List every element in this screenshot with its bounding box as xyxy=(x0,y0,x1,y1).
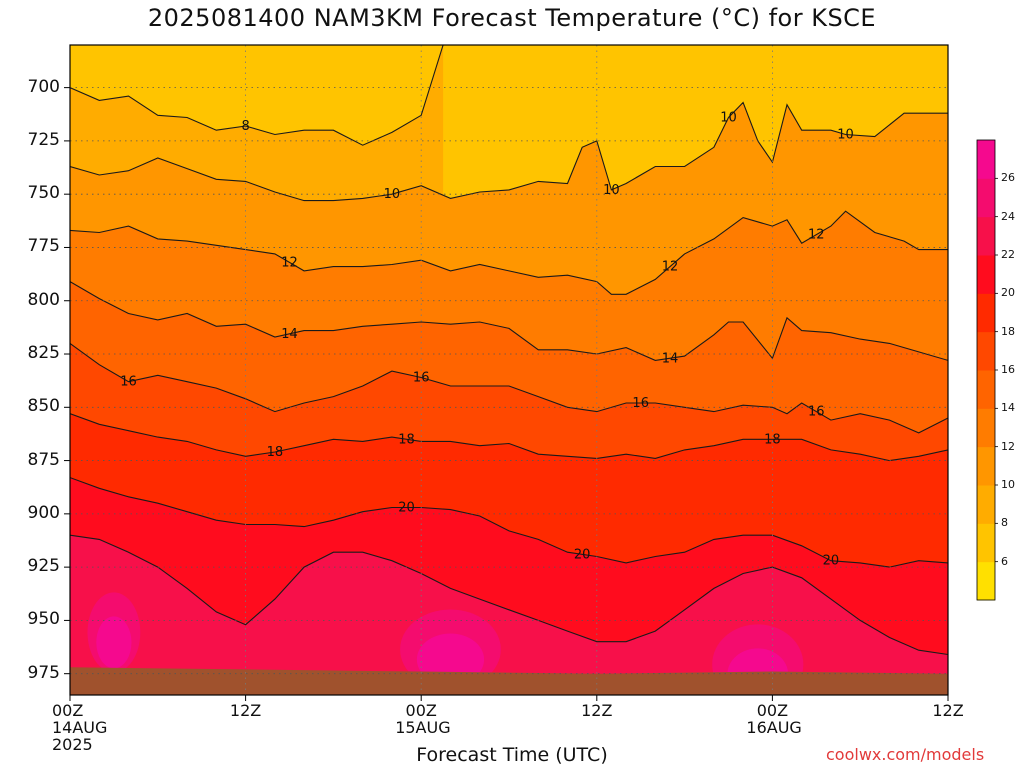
credit-link[interactable]: coolwx.com/models xyxy=(826,745,985,764)
y-tick-label: 700 xyxy=(27,76,60,97)
plot-frame xyxy=(69,44,949,696)
colorbar-segment xyxy=(977,446,995,486)
x-tick-label: 12Z xyxy=(229,701,262,720)
colorbar-segment xyxy=(977,370,995,409)
isotherm-label-10: 10 xyxy=(720,110,737,125)
isotherm-label-20: 20 xyxy=(574,547,591,562)
isotherm-18 xyxy=(70,413,948,462)
colorbar-segment xyxy=(977,331,995,371)
colorbar-label: 10 xyxy=(1001,478,1015,491)
isotherm-label-10: 10 xyxy=(384,187,401,202)
isotherm-label-16: 16 xyxy=(808,405,825,420)
x-tick-label: 00Z 15AUG xyxy=(395,701,451,737)
isotherm-label-16: 16 xyxy=(120,375,137,390)
isotherm-14 xyxy=(70,281,948,361)
colorbar-segment xyxy=(977,140,995,179)
colorbar-label: 20 xyxy=(1001,286,1015,300)
isotherm-label-8: 8 xyxy=(241,119,249,134)
ground-surface xyxy=(70,667,948,695)
colorbar-label: 26 xyxy=(1001,171,1015,185)
y-tick-label: 825 xyxy=(27,343,60,364)
isotherm-20 xyxy=(70,477,948,568)
y-tick-label: 850 xyxy=(27,396,60,417)
colorbar-segment xyxy=(977,255,995,294)
isotherm-label-12: 12 xyxy=(281,255,298,270)
y-tick-label: 775 xyxy=(27,236,60,257)
hot-core-1 xyxy=(96,616,132,669)
isotherm-label-12: 12 xyxy=(808,228,825,243)
colorbar-label: 12 xyxy=(1001,439,1015,453)
colorbar-label: 14 xyxy=(1001,401,1015,415)
x-tick-label: 00Z 14AUG 2025 xyxy=(52,701,108,754)
y-tick-label: 925 xyxy=(27,556,60,577)
isotherm-10 xyxy=(70,101,948,202)
isotherm-label-10: 10 xyxy=(837,128,854,143)
y-tick-label: 725 xyxy=(27,129,60,150)
y-tick-label: 975 xyxy=(27,662,60,683)
y-tick-label: 750 xyxy=(27,183,60,204)
isotherm-label-20: 20 xyxy=(823,554,840,569)
x-tick-label: 12Z xyxy=(932,701,964,720)
colorbar-label: 22 xyxy=(1001,248,1015,261)
colorbar-segment xyxy=(977,523,995,563)
isotherm-8 xyxy=(70,45,444,146)
isotherm-label-18: 18 xyxy=(764,432,781,447)
y-tick-label: 875 xyxy=(27,449,60,470)
isotherm-label-14: 14 xyxy=(281,327,298,342)
isotherm-label-10: 10 xyxy=(603,183,620,198)
isotherm-22 xyxy=(70,534,948,656)
colorbar-segment xyxy=(977,216,995,256)
colorbar-segment xyxy=(977,408,995,448)
x-tick-label: 12Z xyxy=(581,701,613,720)
isotherm-label-14: 14 xyxy=(662,351,679,366)
y-tick-label: 950 xyxy=(27,609,60,630)
y-tick-label: 900 xyxy=(27,502,60,523)
isotherm-label-18: 18 xyxy=(398,432,415,447)
colorbar-label: 6 xyxy=(1001,554,1008,568)
colorbar-segment xyxy=(977,293,995,333)
colorbar-label: 16 xyxy=(1001,363,1015,376)
colorbar-label: 8 xyxy=(1001,516,1008,530)
isotherm-label-18: 18 xyxy=(267,445,284,460)
isotherm-label-12: 12 xyxy=(662,260,679,275)
chart-title: 2025081400 NAM3KM Forecast Temperature (… xyxy=(147,4,877,32)
isotherm-label-16: 16 xyxy=(632,396,649,411)
colorbar-segment xyxy=(977,178,995,218)
isotherm-label-16: 16 xyxy=(413,370,430,385)
y-tick-label: 800 xyxy=(27,289,60,310)
x-tick-label: 00Z 16AUG xyxy=(746,701,802,737)
colorbar-label: 24 xyxy=(1001,209,1015,223)
isotherm-label-20: 20 xyxy=(398,500,415,515)
colorbar-segment xyxy=(977,561,995,601)
colorbar-segment xyxy=(977,485,995,524)
x-axis-label: Forecast Time (UTC) xyxy=(416,744,608,766)
colorbar-label: 18 xyxy=(1001,324,1015,338)
isotherm-16 xyxy=(70,342,948,434)
